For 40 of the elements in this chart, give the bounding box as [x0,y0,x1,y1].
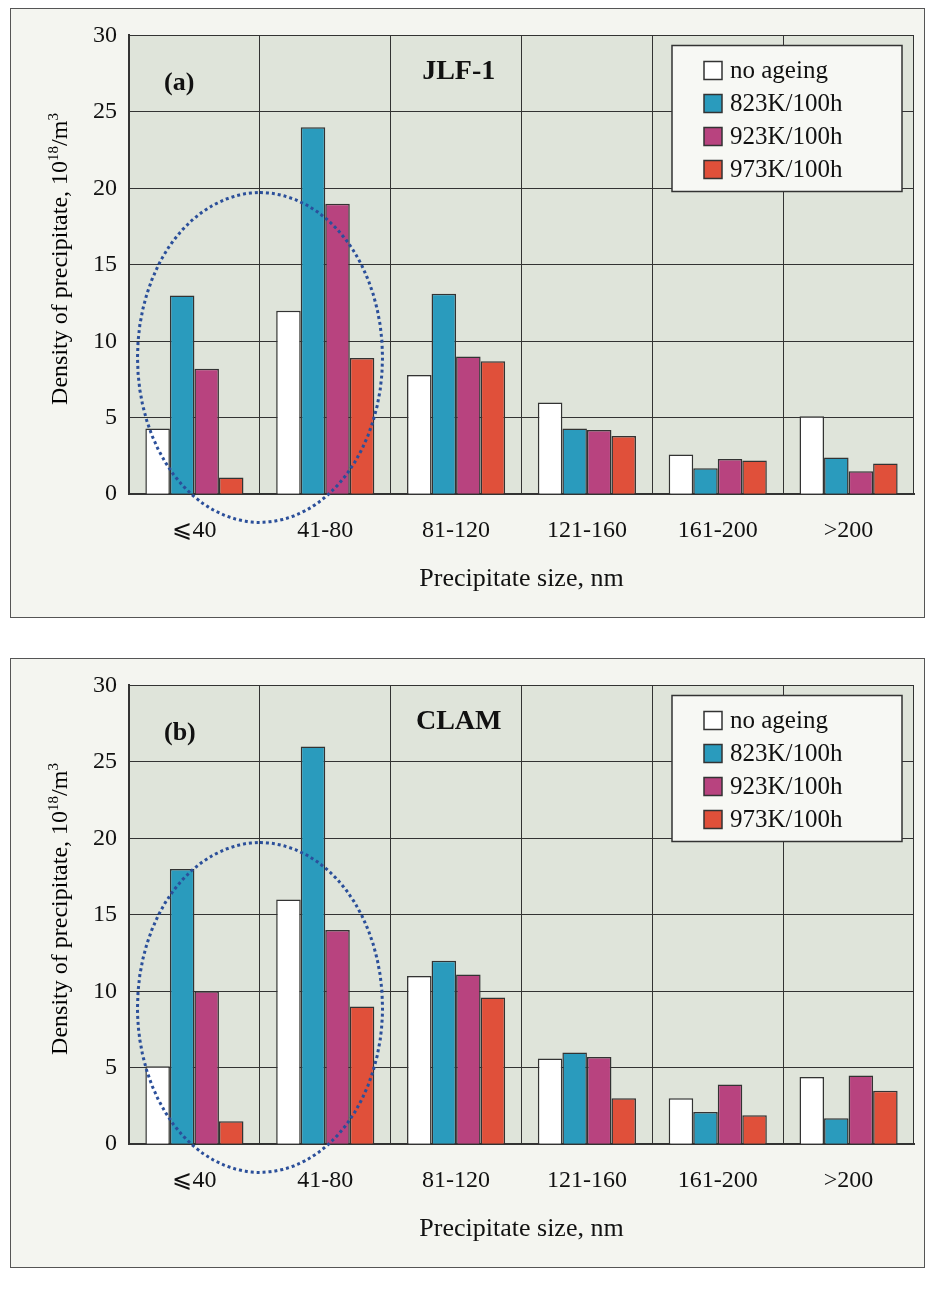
x-axis-title: Precipitate size, nm [419,563,624,593]
legend-label: 823K/100h [730,738,843,766]
x-tick-label: 161-200 [677,515,758,542]
x-tick-label: >200 [823,515,874,542]
legend-label: no ageing [730,705,829,733]
x-tick-label: 41-80 [297,1165,354,1192]
y-tick-label: 10 [93,976,117,1003]
x-tick-label: 81-120 [422,515,491,542]
y-tick-label: 20 [93,173,117,200]
x-tick-label: 121-160 [546,1165,627,1192]
y-tick-label: 10 [93,326,117,353]
y-tick-label: 20 [93,823,117,850]
y-tick-label: 15 [93,250,117,277]
y-tick-label: 30 [93,20,117,47]
x-tick-label: ⩽40 [172,515,217,542]
text: JLF-1 [422,53,496,85]
y-tick-label: 0 [105,479,117,506]
y-tick-label: 5 [105,403,117,430]
y-tick-label: 5 [105,1053,117,1080]
annotation: (a) [164,67,195,97]
y-tick-label: 30 [93,670,117,697]
legend-label: 973K/100h [730,154,843,182]
legend-label: 823K/100h [730,88,843,116]
y-tick-label: 25 [93,97,117,124]
y-tick-label: 15 [93,900,117,927]
x-axis-title: Precipitate size, nm [419,1213,624,1243]
x-tick-label: ⩽40 [172,1165,217,1192]
legend-label: 923K/100h [730,121,843,149]
x-tick-label: 81-120 [422,1165,491,1192]
y-tick-label: 25 [93,747,117,774]
x-tick-label: 41-80 [297,515,354,542]
annotation: (b) [164,717,196,747]
y-tick-label: 0 [105,1129,117,1156]
legend-label: no ageing [730,55,829,83]
text: CLAM [415,703,502,735]
x-tick-label: 161-200 [677,1165,758,1192]
x-tick-label: 121-160 [546,515,627,542]
legend-label: 923K/100h [730,771,843,799]
x-tick-label: >200 [823,1165,874,1192]
legend-label: 973K/100h [730,804,843,832]
